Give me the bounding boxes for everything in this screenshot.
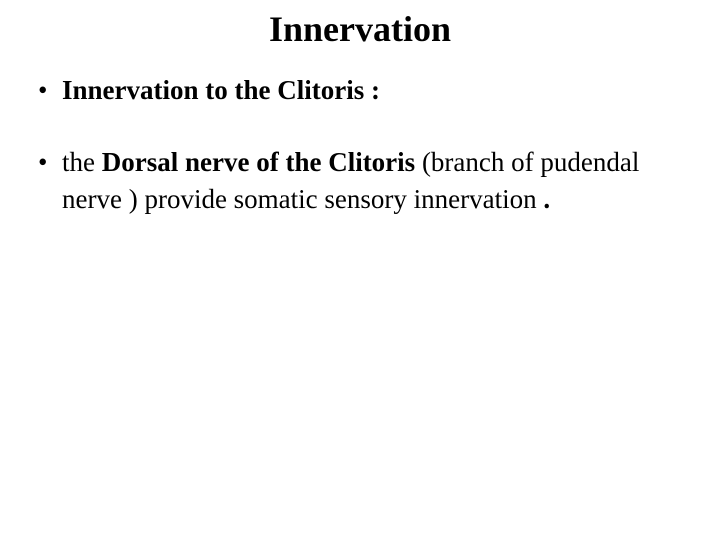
bullet-item: Innervation to the Clitoris : bbox=[38, 72, 700, 108]
bullet-text-segment: Dorsal nerve of the Clitoris bbox=[102, 147, 422, 177]
bullet-text-segment: Innervation to the Clitoris : bbox=[62, 75, 380, 105]
slide-title: Innervation bbox=[20, 8, 700, 50]
bullet-text-segment: . bbox=[543, 184, 550, 214]
bullet-item: the Dorsal nerve of the Clitoris (branch… bbox=[38, 144, 700, 217]
bullet-text-segment: the bbox=[62, 147, 102, 177]
bullet-list: Innervation to the Clitoris : the Dorsal… bbox=[20, 72, 700, 217]
